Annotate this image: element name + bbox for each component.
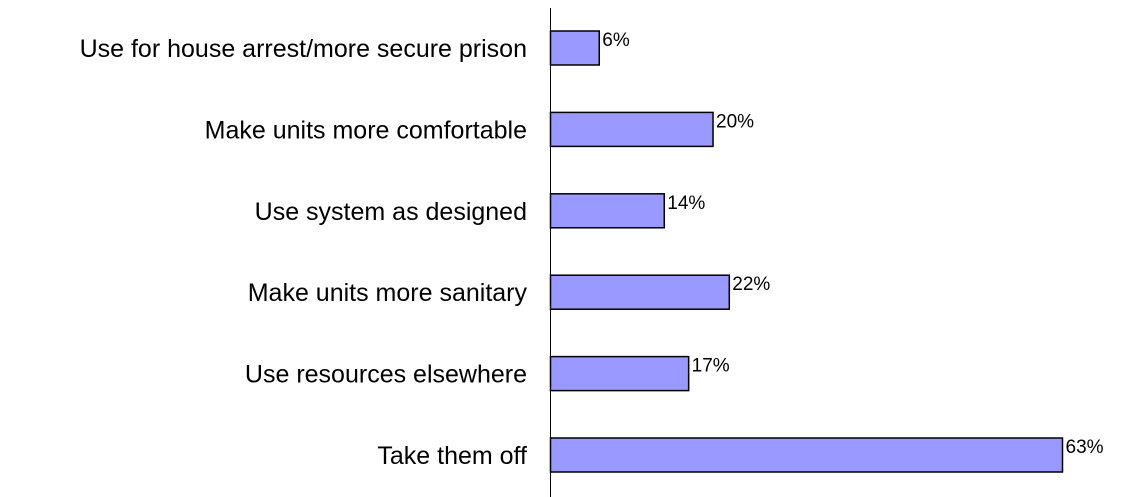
bar <box>549 30 601 66</box>
value-label: 63% <box>1066 437 1104 458</box>
category-label: Make units more comfortable <box>205 116 527 144</box>
value-label: 17% <box>692 356 730 377</box>
category-label: Use system as designed <box>255 198 527 226</box>
bar <box>549 111 714 148</box>
category-label: Make units more sanitary <box>248 279 528 307</box>
category-label: Use for house arrest/more secure prison <box>80 35 527 63</box>
value-label: 14% <box>667 193 705 214</box>
category-label: Take them off <box>377 442 527 470</box>
value-label: 6% <box>602 30 630 51</box>
value-labels-group: 6% 20% 14% 22% 17% 63% <box>602 30 1103 458</box>
value-label: 22% <box>732 274 770 295</box>
bar <box>549 355 690 392</box>
bars-group <box>549 30 1064 473</box>
category-label: Use resources elsewhere <box>245 361 527 389</box>
bar <box>549 274 731 310</box>
bar <box>549 193 666 229</box>
bar <box>549 437 1064 473</box>
category-labels-group: Use for house arrest/more secure prison M… <box>80 35 528 470</box>
value-label: 20% <box>716 111 754 132</box>
